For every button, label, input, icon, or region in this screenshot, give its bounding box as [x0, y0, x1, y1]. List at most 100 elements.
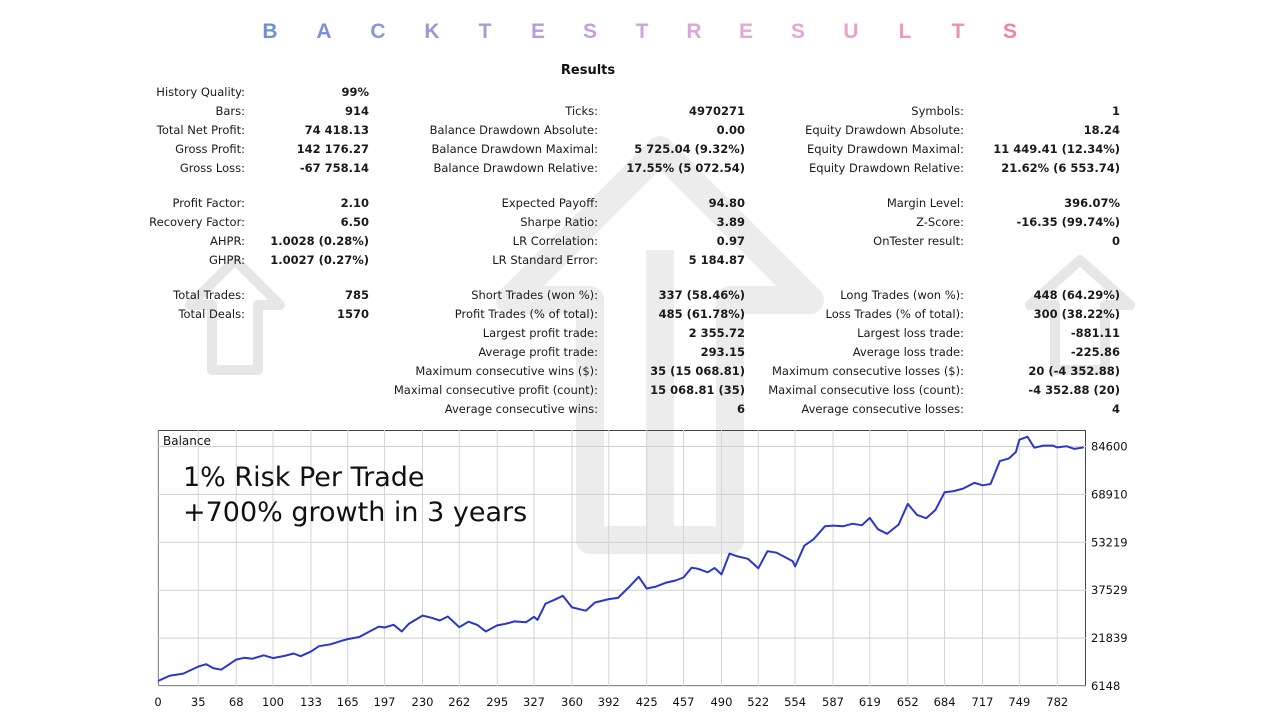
y-tick-label: 53219 — [1091, 535, 1128, 549]
stat-label: Recovery Factor: — [149, 215, 245, 229]
stat-value: 0.00 — [716, 123, 745, 137]
stat-value: 2.10 — [340, 196, 369, 210]
balance-series-line — [157, 435, 1084, 682]
stat-label: Maximal consecutive loss (count): — [768, 383, 964, 397]
x-tick-label: 587 — [822, 695, 844, 709]
stat-label: LR Correlation: — [512, 234, 598, 248]
y-tick-label: 21839 — [1091, 631, 1128, 645]
stat-label: Gross Loss: — [179, 161, 245, 175]
stat-label: AHPR: — [210, 234, 245, 248]
stat-label: Balance Drawdown Relative: — [433, 161, 599, 175]
stat-value: 914 — [344, 104, 369, 118]
stat-label: OnTester result: — [873, 234, 964, 248]
stat-label: Expected Payoff: — [501, 196, 598, 210]
stat-label: Maximal consecutive profit (count): — [393, 383, 598, 397]
stat-value: 448 (64.29%) — [1033, 288, 1120, 302]
stat-value: 6.50 — [340, 215, 369, 229]
stat-value: 17.55% (5 072.54) — [626, 161, 745, 175]
stat-value: 293.15 — [700, 345, 745, 359]
stat-value: 2 355.72 — [688, 326, 745, 340]
stat-value: 142 176.27 — [296, 142, 369, 156]
stat-value: 21.62% (6 553.74) — [1001, 161, 1120, 175]
banner-letter: U — [843, 20, 859, 43]
stat-value: 337 (58.46%) — [658, 288, 745, 302]
banner-letter: T — [478, 20, 492, 43]
stat-label: Profit Factor: — [172, 196, 245, 210]
stat-value: -16.35 (99.74%) — [1016, 215, 1120, 229]
stat-label: Short Trades (won %): — [471, 288, 598, 302]
x-tick-label: 0 — [154, 695, 161, 709]
banner-letter: T — [951, 20, 965, 43]
x-tick-label: 652 — [897, 695, 919, 709]
stat-label: Total Deals: — [178, 307, 245, 321]
stat-value: 4 — [1111, 402, 1120, 416]
stat-value: 5 725.04 (9.32%) — [634, 142, 745, 156]
stat-label: Symbols: — [911, 104, 964, 118]
x-tick-label: 68 — [229, 695, 244, 709]
chart-title: Balance — [163, 434, 211, 448]
stat-value: 5 184.87 — [688, 253, 745, 267]
stat-label: Equity Drawdown Relative: — [809, 161, 964, 175]
banner-letter: C — [370, 20, 386, 43]
banner-letter: E — [738, 20, 753, 43]
x-tick-label: 522 — [747, 695, 769, 709]
banner-letter: S — [1002, 20, 1017, 43]
x-tick-label: 717 — [972, 695, 994, 709]
stat-value: -67 758.14 — [299, 161, 369, 175]
stat-value: 20 (-4 352.88) — [1028, 364, 1120, 378]
stat-label: Average profit trade: — [478, 345, 598, 359]
stat-value: -881.11 — [1070, 326, 1120, 340]
x-tick-label: 425 — [636, 695, 658, 709]
stat-value: 94.80 — [708, 196, 745, 210]
stat-label: Profit Trades (% of total): — [454, 307, 598, 321]
stat-label: Gross Profit: — [175, 142, 245, 156]
stat-value: 0.97 — [716, 234, 745, 248]
stat-value: 6 — [736, 402, 745, 416]
x-tick-label: 392 — [598, 695, 620, 709]
banner-letter: L — [898, 20, 912, 43]
y-tick-label: 37529 — [1091, 583, 1128, 597]
stat-label: Largest loss trade: — [857, 326, 964, 340]
stat-label: Ticks: — [565, 104, 598, 118]
stat-value: 35 (15 068.81) — [650, 364, 745, 378]
stat-value: 15 068.81 (35) — [650, 383, 745, 397]
stat-label: Bars: — [215, 104, 245, 118]
banner-letter: S — [582, 20, 597, 43]
stat-value: 74 418.13 — [304, 123, 369, 137]
y-tick-label: 68910 — [1091, 487, 1128, 501]
overlay-risk-text: 1% Risk Per Trade — [183, 462, 425, 493]
stat-label: Margin Level: — [886, 196, 964, 210]
stat-value: 1.0028 (0.28%) — [270, 234, 369, 248]
stat-value: 396.07% — [1064, 196, 1120, 210]
stat-label: LR Standard Error: — [492, 253, 598, 267]
stat-value: 99% — [341, 85, 369, 99]
stat-label: Z-Score: — [916, 215, 964, 229]
x-tick-label: 457 — [673, 695, 695, 709]
banner-letter: E — [530, 20, 545, 43]
stat-label: Balance Drawdown Absolute: — [429, 123, 598, 137]
stat-label: Average loss trade: — [852, 345, 964, 359]
stat-value: 1 — [1111, 104, 1120, 118]
banner-letter: R — [686, 20, 702, 43]
x-tick-label: 684 — [934, 695, 956, 709]
x-tick-label: 197 — [374, 695, 396, 709]
x-tick-label: 749 — [1008, 695, 1030, 709]
x-tick-label: 360 — [561, 695, 583, 709]
x-tick-label: 782 — [1046, 695, 1068, 709]
overlay-growth-text: +700% growth in 3 years — [183, 497, 528, 528]
stat-label: Loss Trades (% of total): — [825, 307, 964, 321]
banner-letter: A — [316, 20, 332, 43]
banner-letter: K — [424, 20, 440, 43]
stat-value: -4 352.88 (20) — [1028, 383, 1120, 397]
y-tick-label: 6148 — [1091, 679, 1120, 693]
x-tick-label: 490 — [710, 695, 732, 709]
stat-label: Sharpe Ratio: — [520, 215, 598, 229]
stat-label: Largest profit trade: — [482, 326, 598, 340]
stat-value: 485 (61.78%) — [658, 307, 745, 321]
y-tick-label: 84600 — [1091, 439, 1128, 453]
stat-label: Maximum consecutive wins ($): — [415, 364, 598, 378]
x-tick-label: 295 — [486, 695, 508, 709]
stat-value: 0 — [1111, 234, 1120, 248]
